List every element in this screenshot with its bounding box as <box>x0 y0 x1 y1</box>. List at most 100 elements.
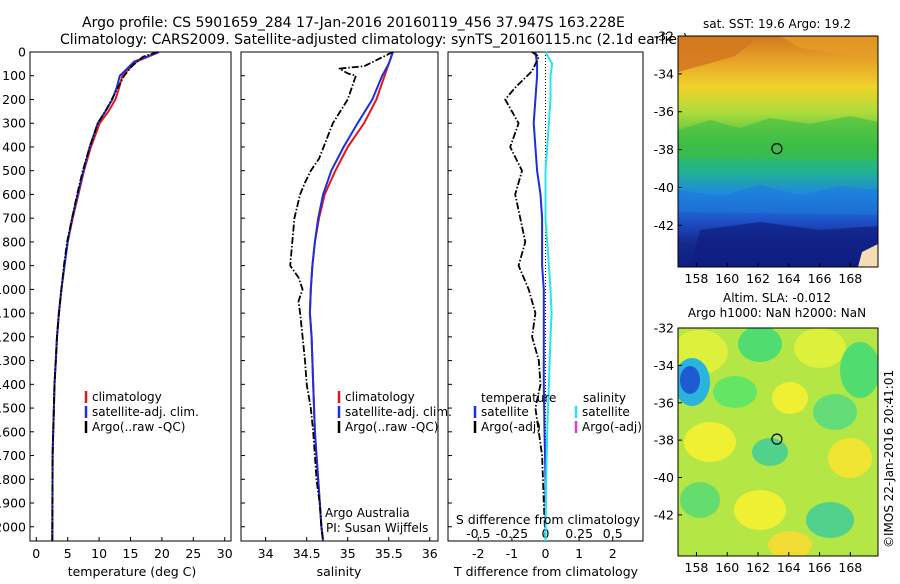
sla-map-frame <box>677 327 879 557</box>
series-line-argo-raw-qc <box>289 51 394 542</box>
y-tick-label: 1800 <box>0 472 26 487</box>
map-lat-label: -40 <box>654 470 674 485</box>
map-lat-label: -42 <box>654 218 674 233</box>
header-line-1: Argo profile: CS 5901659_284 17-Jan-2016… <box>82 15 625 31</box>
map-lon-label: 166 <box>808 560 832 575</box>
y-tick-label: 600 <box>2 187 26 202</box>
y-tick-label: 200 <box>2 92 26 107</box>
map-lon-label: 158 <box>685 560 709 575</box>
x-tick-label: 25 <box>185 546 201 561</box>
series-line-satellite-adj-clim <box>308 51 394 542</box>
map-lon-label: 162 <box>746 271 770 286</box>
x-tick-label: 10 <box>91 546 107 561</box>
map-lon-label: 160 <box>715 271 739 286</box>
series-line-argo-raw-qc <box>51 51 158 542</box>
map-lat-label: -34 <box>654 66 674 81</box>
header-line-2: Climatology: CARS2009. Satellite-adjuste… <box>60 32 688 48</box>
x-tick-label: 2 <box>609 546 617 561</box>
legend-label-temp-satellite: satellite <box>481 405 529 419</box>
salinity-axis-label: salinity <box>317 564 362 579</box>
legend-label-argo: Argo(..raw -QC) <box>92 420 185 434</box>
y-tick-label: 2000 <box>0 519 26 534</box>
sst-map-frame <box>677 35 879 268</box>
sla-map-image <box>678 328 878 556</box>
y-tick-label: 500 <box>2 163 26 178</box>
x-tick-label: -2 <box>472 546 484 561</box>
y-tick-label: 300 <box>2 116 26 131</box>
map-lon-label: 162 <box>746 560 770 575</box>
y-tick-label: 1200 <box>0 329 26 344</box>
map-lat-label: -42 <box>654 507 674 522</box>
x2-tick-label: 0.5 <box>603 526 623 541</box>
series-line-climatology <box>308 51 394 542</box>
x2-tick-label: 0.25 <box>565 526 593 541</box>
map-lon-label: 168 <box>838 271 862 286</box>
y-tick-label: 1400 <box>0 377 26 392</box>
sla-map-title-1: Altim. SLA: -0.012 <box>723 291 831 305</box>
y-tick-label: 100 <box>2 68 26 83</box>
salinity-legend: climatology satellite-adj. clim. Argo(..… <box>337 390 452 434</box>
y-tick-label: 400 <box>2 139 26 154</box>
legend-label-climatology: climatology <box>92 390 162 404</box>
map-lon-label: 166 <box>808 271 832 286</box>
y-tick-label: 1900 <box>0 496 26 511</box>
y-tick-label: 700 <box>2 211 26 226</box>
t-difference-axis-label: T difference from climatology <box>453 564 639 579</box>
salinity-panel-frame <box>240 51 439 542</box>
difference-legend: temperature satellite Argo(-adj) salinit… <box>473 391 642 434</box>
x-tick-label: -1 <box>506 546 518 561</box>
y-tick-label: 1300 <box>0 353 26 368</box>
map-lat-label: -36 <box>654 395 674 410</box>
legend-label-satellite: satellite-adj. clim. <box>92 405 199 419</box>
legend-label-argo: Argo(..raw -QC) <box>345 420 438 434</box>
y-tick-label: 1100 <box>0 306 26 321</box>
map-lat-label: -38 <box>654 142 674 157</box>
map-lon-label: 164 <box>777 560 801 575</box>
series-line-temperature-argo-adj <box>504 51 547 542</box>
axis-ticks: 0100200300400500600700800900100011001200… <box>0 45 623 562</box>
map-lon-label: 158 <box>685 271 709 286</box>
sla-map-axes: -32 -34 -36 -38 -40 -42 158 160 162 164 166 168 <box>654 321 863 576</box>
argo-position-marker <box>771 433 783 445</box>
series-line-salinity-satellite <box>544 51 554 542</box>
map-lat-label: -40 <box>654 180 674 195</box>
credit-text: ©IMOS 22-Jan-2016 20:41:01 <box>882 370 896 548</box>
x-tick-label: 0 <box>542 546 550 561</box>
x-tick-label: 34.5 <box>293 546 321 561</box>
map-lat-label: -34 <box>654 358 674 373</box>
y-tick-label: 1600 <box>0 424 26 439</box>
x-tick-label: 5 <box>64 546 72 561</box>
map-lon-label: 168 <box>838 560 862 575</box>
legend-label-satellite: satellite-adj. clim. <box>345 405 452 419</box>
legend-title-temperature: temperature <box>481 391 556 405</box>
legend-label-temp-argo: Argo(-adj) <box>481 420 541 434</box>
y-tick-label: 0 <box>18 45 26 60</box>
x2-tick-label: -0.25 <box>496 526 528 541</box>
x-tick-label: 35 <box>340 546 356 561</box>
x-tick-label: 0 <box>32 546 40 561</box>
series-line-temperature-satellite <box>532 51 547 541</box>
x-tick-label: 15 <box>123 546 139 561</box>
y-tick-label: 1000 <box>0 282 26 297</box>
legend-label-climatology: climatology <box>345 390 415 404</box>
map-lat-label: -32 <box>654 29 674 44</box>
y-tick-label: 1700 <box>0 448 26 463</box>
legend-label-sal-argo: Argo(-adj) <box>582 420 642 434</box>
temperature-axis-label: temperature (deg C) <box>68 564 197 579</box>
map-lat-label: -32 <box>654 321 674 336</box>
map-lat-label: -36 <box>654 104 674 119</box>
annotation-argo-australia: Argo Australia <box>325 506 410 520</box>
sla-map-title-2: Argo h1000: NaN h2000: NaN <box>688 306 866 320</box>
x-tick-label: 35.5 <box>375 546 403 561</box>
sst-map-axes: -32 -34 -36 -38 -40 -42 158 160 162 164 166 168 <box>654 29 863 287</box>
y-tick-label: 900 <box>2 258 26 273</box>
x-tick-label: 34 <box>258 546 274 561</box>
sst-map-title: sat. SST: 19.6 Argo: 19.2 <box>703 17 851 31</box>
sst-map-image <box>678 36 878 267</box>
series-line-satellite-adj-clim <box>51 51 160 542</box>
series-line-climatology <box>51 51 160 542</box>
x-tick-label: 1 <box>575 546 583 561</box>
x-tick-label: 36 <box>422 546 438 561</box>
y-tick-label: 800 <box>2 234 26 249</box>
